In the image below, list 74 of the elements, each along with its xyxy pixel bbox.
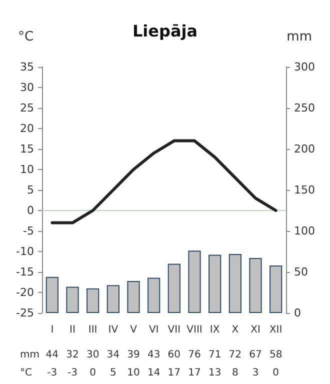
x-tick-label: XI bbox=[250, 324, 260, 336]
data-label: -3 bbox=[47, 368, 58, 378]
x-tick-label: VII bbox=[168, 324, 181, 336]
y-tick-label: -10 bbox=[16, 245, 34, 258]
data-label: 3 bbox=[252, 368, 259, 378]
bar bbox=[46, 276, 58, 313]
y-tick-label: 35 bbox=[20, 60, 34, 74]
bar bbox=[208, 254, 222, 313]
data-label: 44 bbox=[46, 350, 59, 360]
y-tick-label: 0 bbox=[27, 204, 34, 217]
x-tick-label: XII bbox=[269, 324, 282, 336]
data-label: 76 bbox=[188, 350, 201, 360]
data-label: 14 bbox=[147, 368, 160, 378]
chart-title: Liepāja bbox=[132, 22, 198, 40]
y2-tick-label: 150 bbox=[294, 184, 315, 196]
y-tick-label: 10 bbox=[20, 163, 34, 176]
bar bbox=[148, 278, 160, 313]
data-label: 43 bbox=[147, 350, 160, 360]
y-tick-label: -15 bbox=[16, 266, 34, 278]
data-label: 34 bbox=[106, 350, 120, 360]
x-tick-label: X bbox=[232, 324, 239, 336]
y-tick-label: 25 bbox=[20, 102, 34, 114]
y2-tick-label: 0 bbox=[294, 306, 301, 320]
y-tick-label: 20 bbox=[20, 122, 34, 135]
data-label: 71 bbox=[208, 350, 222, 360]
bar bbox=[127, 281, 140, 313]
data-label: 32 bbox=[66, 350, 79, 360]
bar bbox=[188, 250, 201, 313]
text: mm bbox=[20, 350, 40, 360]
y2-tick-label: 100 bbox=[294, 224, 315, 238]
data-label: 67 bbox=[249, 350, 262, 360]
x-tick-label: IX bbox=[210, 324, 220, 336]
data-label: 58 bbox=[269, 350, 282, 360]
x-tick-label: II bbox=[70, 324, 76, 336]
data-label: 13 bbox=[208, 368, 222, 378]
y2-tick-label: 300 bbox=[294, 60, 315, 74]
x-tick-label: VI bbox=[148, 324, 159, 336]
x-tick-label: IV bbox=[108, 324, 118, 336]
y-axis-title: °C bbox=[18, 30, 34, 44]
y-tick-label: -5 bbox=[23, 224, 34, 238]
data-label: 0 bbox=[90, 368, 96, 378]
y-tick-label: 30 bbox=[20, 81, 34, 94]
bar bbox=[168, 264, 180, 313]
data-label: 17 bbox=[168, 368, 181, 378]
bar bbox=[106, 285, 120, 313]
y2-tick-label: 200 bbox=[294, 142, 315, 156]
line-series bbox=[50, 139, 278, 224]
x-tick-label: VIII bbox=[186, 324, 202, 336]
data-label: 72 bbox=[228, 350, 242, 360]
data-label: 30 bbox=[86, 350, 100, 360]
y-tick-label: 15 bbox=[20, 142, 34, 156]
data-label: 8 bbox=[232, 368, 238, 378]
y2-tick-label: 250 bbox=[294, 102, 315, 114]
data-label: 39 bbox=[127, 350, 140, 360]
x-tick-label: I bbox=[50, 324, 54, 336]
data-label: 17 bbox=[188, 368, 201, 378]
y-tick-label: 5 bbox=[27, 184, 34, 196]
x-tick-label: III bbox=[88, 324, 98, 336]
data-label: 5 bbox=[110, 368, 116, 378]
text: °C bbox=[20, 368, 32, 378]
data-label: 0 bbox=[272, 368, 280, 378]
y2-tick-label: 50 bbox=[294, 266, 308, 278]
x-tick-label: V bbox=[130, 324, 138, 336]
bar bbox=[86, 288, 100, 313]
y2-axis-title: mm bbox=[286, 30, 312, 44]
bar bbox=[270, 265, 282, 313]
y-tick-label: -20 bbox=[16, 286, 34, 299]
y-tick-label: -25 bbox=[16, 306, 34, 320]
bar bbox=[228, 254, 242, 313]
bar bbox=[249, 258, 262, 313]
data-label: -3 bbox=[68, 368, 78, 378]
bar bbox=[66, 286, 79, 313]
data-label: 10 bbox=[127, 368, 140, 378]
data-label: 60 bbox=[168, 350, 181, 360]
